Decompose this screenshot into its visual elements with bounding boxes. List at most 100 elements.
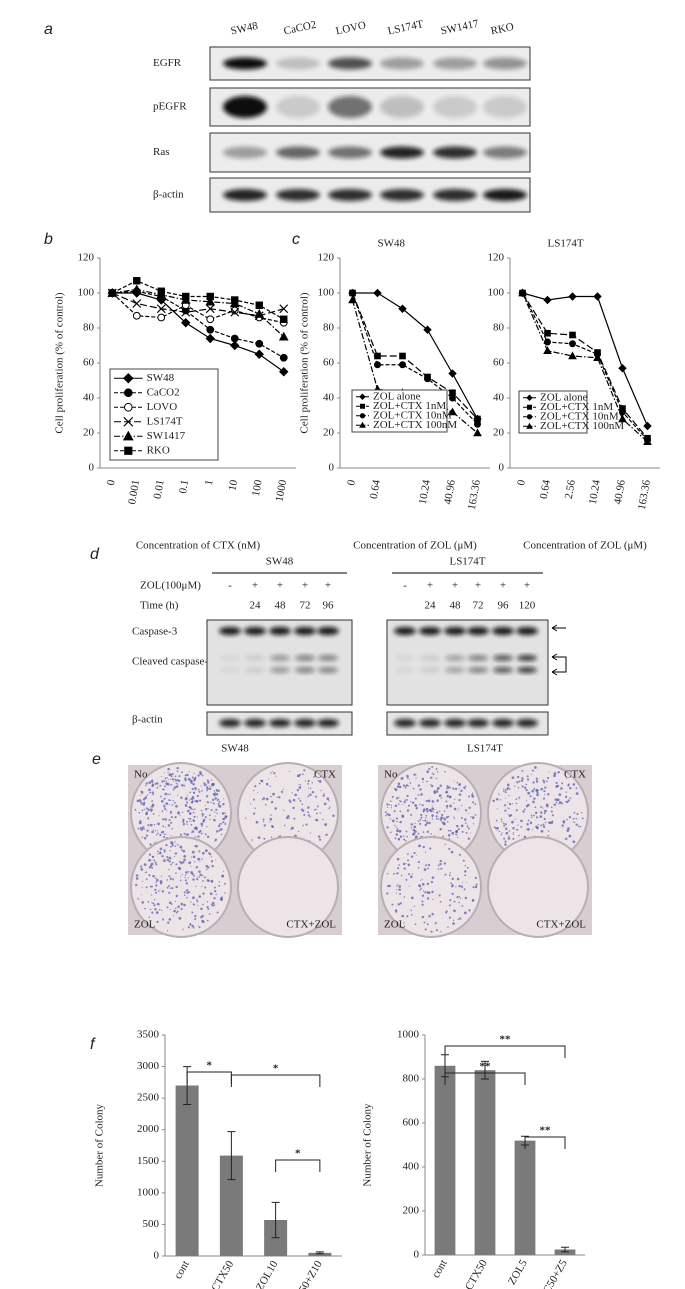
x-tick-label: 10.24: [587, 478, 603, 505]
colony: [420, 793, 423, 796]
y-tick-label: 0: [329, 462, 335, 474]
colony: [322, 818, 324, 821]
colony: [182, 860, 185, 864]
colony: [417, 820, 420, 822]
colony: [453, 909, 456, 913]
colony: [177, 811, 180, 813]
colony: [406, 809, 410, 812]
colony: [165, 782, 168, 785]
band: [223, 57, 267, 70]
colony: [307, 806, 310, 809]
marker: [131, 284, 142, 294]
y-tick-label: 20: [323, 427, 335, 439]
colony: [503, 788, 505, 790]
colony: [148, 853, 152, 856]
row-label: Caspase-3: [132, 626, 178, 638]
colony: [444, 873, 447, 876]
colony: [508, 835, 510, 837]
dish-label: CTX: [314, 769, 336, 781]
colony: [178, 812, 181, 814]
marker: [373, 288, 382, 298]
row-label: Cleaved caspase-3: [132, 656, 214, 668]
colony: [292, 798, 296, 802]
colony: [464, 809, 468, 812]
colony: [511, 776, 515, 779]
bracket: [230, 1074, 321, 1087]
colony: [474, 885, 478, 889]
colony: [163, 859, 166, 863]
colony: [449, 804, 453, 808]
colony: [155, 891, 158, 894]
colony: [188, 799, 191, 801]
colony: [223, 798, 225, 800]
colony: [404, 799, 407, 801]
colony: [193, 772, 195, 775]
colony: [520, 779, 524, 782]
colony: [273, 771, 276, 775]
error-bar: [271, 1201, 280, 1239]
band: [419, 627, 441, 635]
colony: [173, 786, 177, 789]
band: [433, 189, 477, 201]
colony: [428, 767, 431, 771]
colony: [426, 810, 429, 813]
colony: [177, 866, 181, 870]
dish-label: No: [384, 769, 398, 781]
band: [394, 719, 416, 727]
colony: [504, 827, 508, 831]
line: [521, 292, 648, 439]
colony: [459, 897, 462, 899]
colony: [222, 821, 225, 824]
colony: [207, 808, 209, 810]
legend-marker: [122, 430, 134, 441]
colony: [311, 790, 315, 794]
colony: [205, 808, 208, 811]
colony: [298, 786, 302, 789]
colony: [386, 892, 389, 895]
colony: [151, 902, 153, 904]
colony: [517, 786, 520, 789]
colony: [165, 833, 167, 835]
colony: [454, 833, 456, 836]
time-label: 96: [498, 600, 510, 612]
colony: [399, 820, 402, 824]
colony: [167, 824, 171, 827]
colony: [206, 879, 210, 882]
colony: [171, 804, 174, 806]
dish-label: ZOL: [134, 919, 156, 931]
colony: [393, 872, 395, 875]
colony: [452, 922, 455, 925]
colony: [450, 850, 454, 854]
colony: [170, 845, 172, 848]
colony: [444, 843, 446, 846]
colony: [271, 800, 274, 803]
colony: [516, 781, 519, 784]
dish: [487, 836, 589, 938]
colony: [521, 770, 524, 772]
colony: [451, 892, 454, 896]
colony: [167, 771, 169, 773]
significance: **: [480, 1061, 492, 1073]
colony: [147, 817, 150, 820]
band: [483, 189, 527, 201]
y-tick-label: 1000: [137, 1186, 160, 1198]
treatment-sign: +: [475, 580, 481, 592]
colony: [171, 827, 173, 830]
bracket: [444, 1045, 566, 1058]
y-tick-label: 3500: [137, 1029, 160, 1041]
colony: [210, 856, 213, 858]
dish-label: CTX+ZOL: [286, 919, 336, 931]
band: [445, 655, 465, 661]
colony: [215, 793, 219, 796]
marker: [448, 407, 457, 416]
colony: [569, 787, 572, 790]
y-tick-label: 200: [403, 1205, 420, 1217]
colony: [202, 819, 205, 822]
colony: [185, 882, 189, 885]
colony: [145, 807, 148, 810]
colony: [169, 793, 171, 796]
colony: [504, 809, 507, 812]
colony: [202, 879, 204, 882]
colony: [424, 928, 427, 931]
